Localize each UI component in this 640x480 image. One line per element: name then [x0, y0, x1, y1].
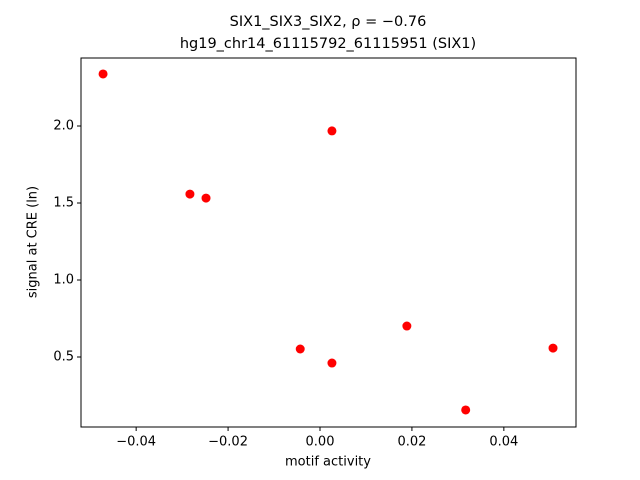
point — [327, 358, 337, 368]
x-tick-label: 0.04 — [489, 435, 518, 450]
point — [548, 343, 558, 353]
y-axis-label: signal at CRE (ln) — [26, 186, 41, 298]
y-tick-label: 2.0 — [53, 119, 74, 134]
chart-subtitle: hg19_chr14_61115792_61115951 (SIX1) — [180, 36, 476, 52]
y-tick-label: 0.5 — [53, 350, 74, 365]
point — [461, 405, 471, 415]
point — [327, 126, 337, 136]
point — [402, 321, 412, 331]
point — [295, 344, 305, 354]
plot-frame — [80, 57, 577, 428]
x-tick-label: 0.02 — [397, 435, 426, 450]
x-tick-label: 0.00 — [306, 435, 335, 450]
point — [201, 193, 211, 203]
y-tick-label: 1.5 — [53, 196, 74, 211]
point — [185, 189, 195, 199]
x-tick-label: −0.04 — [116, 435, 156, 450]
point — [98, 69, 108, 79]
x-tick-label: −0.02 — [208, 435, 248, 450]
y-tick-label: 1.0 — [53, 273, 74, 288]
chart-title: SIX1_SIX3_SIX2, ρ = −0.76 — [230, 14, 427, 30]
x-axis-label: motif activity — [285, 455, 371, 470]
